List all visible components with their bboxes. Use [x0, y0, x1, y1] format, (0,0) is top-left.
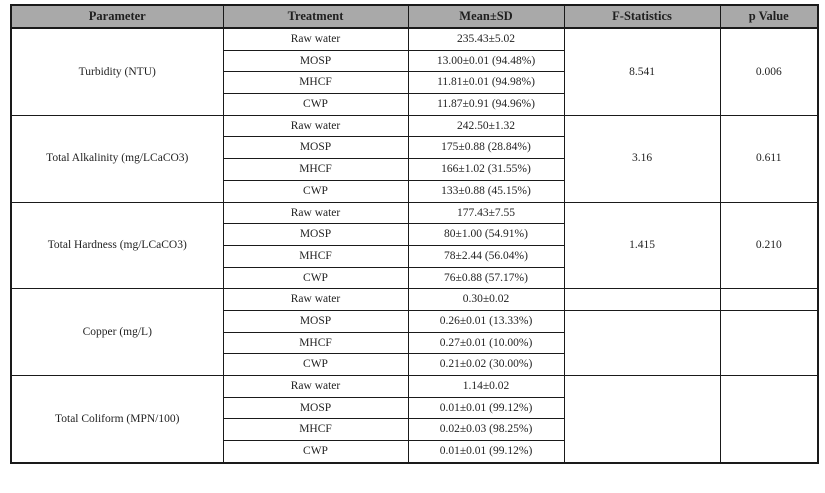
mean-sd-cell: 177.43±7.55	[407, 201, 565, 225]
table-row: Copper (mg/L) Raw water 0.30±0.02	[10, 288, 819, 376]
mean-sd-cell: 11.81±0.01 (94.98%)	[407, 71, 565, 95]
mean-sd-cell: 0.02±0.03 (98.25%)	[407, 418, 565, 442]
water-quality-results-table: Parameter Treatment Mean±SD F-Statistics…	[10, 4, 819, 464]
f-statistic-cell: 1.415	[563, 201, 721, 290]
treatment-cell: MOSP	[222, 136, 409, 160]
treatment-cell: CWP	[222, 179, 409, 203]
table-row: Total Alkalinity (mg/LCaCO3) Raw water 242…	[10, 114, 819, 203]
table-row: Total Hardness (mg/LCaCO3) Raw water 177.4…	[10, 201, 819, 290]
p-value-cell	[719, 288, 819, 311]
p-value-cell	[719, 309, 819, 377]
parameter-cell: Total Alkalinity (mg/LCaCO3)	[10, 114, 224, 203]
parameter-cell: Turbidity (NTU)	[10, 27, 224, 116]
mean-sd-cell: 0.01±0.01 (99.12%)	[407, 396, 565, 420]
table-row: Turbidity (NTU) Raw water 235.43±5.02 8.541…	[10, 27, 819, 116]
p-value-cell: 0.611	[719, 114, 819, 203]
table-header-row: Parameter Treatment Mean±SD F-Statistics…	[10, 4, 819, 29]
mean-sd-cell: 11.87±0.91 (94.96%)	[407, 93, 565, 116]
table-row: MHCF 166±1.02 (31.55%)	[11, 158, 818, 181]
treatment-cell: MOSP	[222, 396, 409, 420]
treatment-cell: CWP	[222, 266, 409, 290]
treatment-cell: CWP	[222, 93, 409, 116]
table-row: CWP 133±0.88 (45.15%)	[11, 179, 818, 203]
table-row: MHCF 0.02±0.03 (98.25%)	[11, 418, 818, 442]
mean-sd-cell: 235.43±5.02	[407, 27, 565, 51]
mean-sd-cell: 175±0.88 (28.84%)	[407, 136, 565, 160]
treatment-cell: MOSP	[222, 309, 409, 333]
mean-sd-cell: 1.14±0.02	[407, 375, 565, 398]
table-row: CWP 0.01±0.01 (99.12%)	[11, 440, 818, 464]
p-value-cell: 0.006	[719, 27, 819, 116]
f-statistic-cell: 3.16	[563, 114, 721, 203]
mean-sd-cell: 13.00±0.01 (94.48%)	[407, 49, 565, 73]
mean-sd-cell: 78±2.44 (56.04%)	[407, 244, 565, 268]
p-value-cell: 0.210	[719, 201, 819, 290]
column-header-treatment: Treatment	[222, 4, 409, 29]
table-row: MOSP 175±0.88 (28.84%)	[11, 136, 818, 160]
mean-sd-cell: 0.30±0.02	[407, 288, 565, 311]
treatment-cell: Raw water	[222, 375, 409, 398]
f-statistic-cell: 8.541	[563, 27, 721, 116]
table-row: Total Coliform (MPN/100) Raw water 1.14±0.…	[10, 374, 819, 464]
table-row: CWP 11.87±0.91 (94.96%)	[11, 93, 818, 116]
table-row: MOSP 0.26±0.01 (13.33%)	[11, 309, 819, 377]
table-row: MOSP 80±1.00 (54.91%)	[11, 223, 818, 246]
mean-sd-cell: 166±1.02 (31.55%)	[407, 158, 565, 181]
table-row: CWP 0.21±0.02 (30.00%)	[11, 353, 818, 376]
treatment-cell: MOSP	[222, 49, 409, 73]
treatment-cell: MOSP	[222, 223, 409, 246]
table-row: CWP 76±0.88 (57.17%)	[11, 266, 818, 290]
parameter-cell: Total Coliform (MPN/100)	[10, 374, 224, 464]
treatment-cell: MHCF	[222, 331, 409, 355]
column-header-mean-sd: Mean±SD	[407, 4, 565, 29]
treatment-cell: MHCF	[222, 71, 409, 95]
column-header-parameter: Parameter	[10, 4, 224, 29]
treatment-cell: MHCF	[222, 158, 409, 181]
column-header-p-value: p Value	[719, 4, 819, 29]
parameter-cell: Total Hardness (mg/LCaCO3)	[10, 201, 224, 290]
f-statistic-cell	[563, 374, 721, 464]
mean-sd-cell: 0.27±0.01 (10.00%)	[407, 331, 565, 355]
mean-sd-cell: 80±1.00 (54.91%)	[407, 223, 565, 246]
p-value-cell	[719, 374, 819, 464]
treatment-cell: MHCF	[222, 244, 409, 268]
treatment-cell: Raw water	[222, 201, 409, 225]
treatment-cell: CWP	[222, 440, 409, 464]
table-row: MHCF 78±2.44 (56.04%)	[11, 244, 818, 268]
mean-sd-cell: 0.26±0.01 (13.33%)	[407, 309, 565, 333]
column-header-f-statistics: F-Statistics	[563, 4, 721, 29]
treatment-cell: CWP	[222, 353, 409, 376]
treatment-cell: Raw water	[222, 114, 409, 138]
table-row: MOSP 0.01±0.01 (99.12%)	[11, 396, 818, 420]
f-statistic-cell	[563, 288, 721, 311]
parameter-cell: Copper (mg/L)	[10, 288, 224, 376]
mean-sd-cell: 133±0.88 (45.15%)	[407, 179, 565, 203]
mean-sd-cell: 0.01±0.01 (99.12%)	[407, 440, 565, 464]
mean-sd-cell: 0.21±0.02 (30.00%)	[407, 353, 565, 376]
treatment-cell: Raw water	[222, 288, 409, 311]
mean-sd-cell: 76±0.88 (57.17%)	[407, 266, 565, 290]
mean-sd-cell: 242.50±1.32	[407, 114, 565, 138]
treatment-cell: Raw water	[222, 27, 409, 51]
treatment-cell: MHCF	[222, 418, 409, 442]
f-statistic-cell	[563, 309, 721, 377]
